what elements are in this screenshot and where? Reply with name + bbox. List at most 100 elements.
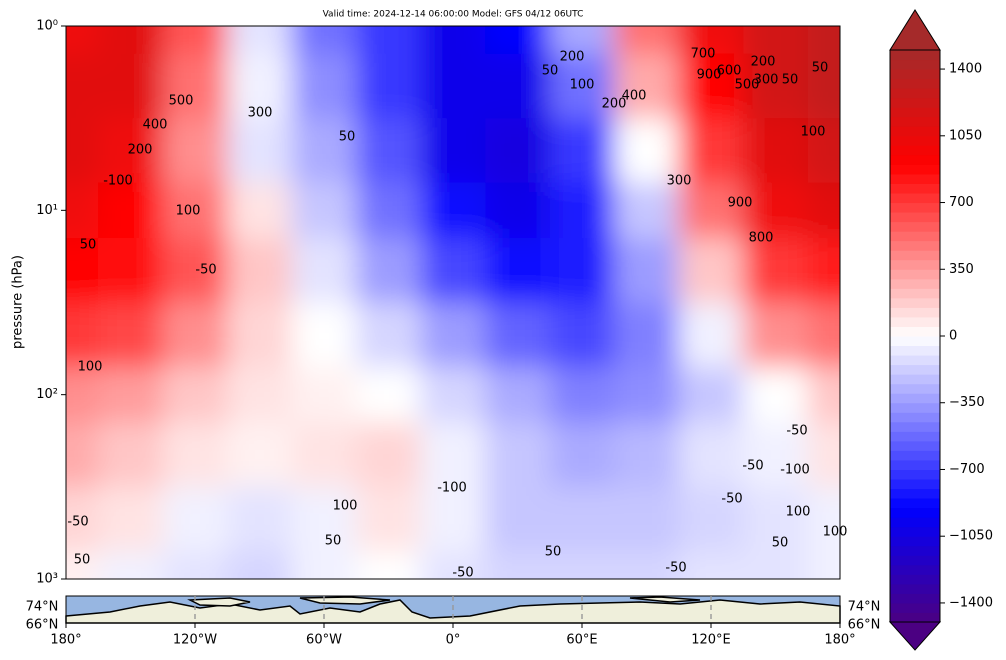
cell (66, 53, 99, 119)
cell (743, 302, 809, 368)
cell (678, 486, 744, 552)
colorbar-step (890, 212, 940, 223)
cell (356, 238, 422, 303)
contour-label: -50 (742, 459, 763, 474)
lat-label: 66°N (848, 618, 881, 633)
colorbar-tick-label: −1400 (949, 595, 993, 610)
cell (420, 551, 486, 579)
cell (66, 238, 99, 303)
cell (356, 53, 422, 119)
colorbar-step (890, 164, 940, 175)
colorbar-step (890, 202, 940, 213)
colorbar-step (890, 450, 940, 461)
contour-label: -100 (437, 481, 467, 496)
cell (485, 486, 551, 552)
cell (98, 366, 164, 423)
cell (162, 238, 228, 303)
colorbar-step (890, 278, 940, 289)
x-tick-label: 0° (446, 633, 461, 648)
colorbar-step (890, 374, 940, 385)
cell (420, 366, 486, 423)
colorbar-step (890, 440, 940, 451)
contour-label: 400 (622, 89, 647, 104)
cell (162, 302, 228, 368)
colorbar-step (890, 231, 940, 242)
contour-label: 600 (717, 64, 742, 79)
cell (743, 366, 809, 423)
y-axis-label: pressure (hPa) (11, 255, 26, 349)
cell (227, 118, 293, 184)
cell (614, 53, 680, 119)
contour-label: 100 (78, 360, 103, 375)
field (66, 26, 840, 579)
colorbar-tick-label: 0 (949, 329, 957, 344)
colorbar-tick-label: −700 (949, 462, 985, 477)
colorbar-step (890, 583, 940, 594)
cell (485, 302, 551, 368)
colorbar-step (890, 269, 940, 280)
cell (614, 26, 680, 55)
cell (549, 26, 615, 55)
cell (743, 551, 809, 579)
contour-label: 50 (782, 73, 799, 88)
cell (98, 26, 164, 55)
contour-label: 50 (80, 238, 97, 253)
field-cells (66, 26, 840, 579)
contour-label: 100 (786, 505, 811, 520)
cell (227, 302, 293, 368)
cell (807, 302, 840, 368)
contour-label: 200 (751, 55, 776, 70)
colorbar-step (890, 498, 940, 509)
cell (291, 422, 357, 488)
chart-title: Valid time: 2024-12-14 06:00:00 Model: G… (323, 10, 584, 20)
colorbar-step (890, 88, 940, 99)
cell (162, 53, 228, 119)
cell (356, 118, 422, 184)
cell (98, 551, 164, 579)
colorbar-step (890, 345, 940, 356)
contour-label: 50 (545, 545, 562, 560)
colorbar-step (890, 173, 940, 184)
colorbar-step (890, 602, 940, 613)
colorbar-step (890, 536, 940, 547)
contour-label: 300 (667, 174, 692, 189)
contour-label: 100 (333, 499, 358, 514)
cell (162, 422, 228, 488)
lat-label: 66°N (26, 618, 59, 633)
colorbar-step (890, 488, 940, 499)
cell (807, 551, 840, 579)
contour-label: 50 (772, 536, 789, 551)
colorbar-step (890, 126, 940, 137)
cell (807, 118, 840, 184)
colorbar-step (890, 574, 940, 585)
cell (291, 302, 357, 368)
colorbar-step (890, 154, 940, 165)
colorbar-tick-label: −1050 (949, 529, 993, 544)
colorbar-tick-label: 1050 (949, 128, 982, 143)
cell (66, 486, 99, 552)
colorbar-step (890, 412, 940, 423)
cell (549, 53, 615, 119)
cell (678, 366, 744, 423)
contour-label: 900 (728, 196, 753, 211)
colorbar-step (890, 50, 940, 61)
contour-label: -50 (665, 561, 686, 576)
cell (162, 26, 228, 55)
x-tick-label: 120°E (691, 633, 731, 648)
colorbar-step (890, 383, 940, 394)
cell (420, 182, 486, 239)
cell (66, 118, 99, 184)
x-tick-label: 60°W (306, 633, 342, 648)
colorbar-step (890, 421, 940, 432)
cell (678, 551, 744, 579)
colorbar-step (890, 326, 940, 337)
colorbar-step (890, 507, 940, 518)
colorbar-tick-label: 1400 (949, 62, 982, 77)
cell (678, 238, 744, 303)
colorbar-step (890, 517, 940, 528)
cell (227, 26, 293, 55)
cell (549, 551, 615, 579)
cell (291, 53, 357, 119)
colorbar-step (890, 545, 940, 556)
